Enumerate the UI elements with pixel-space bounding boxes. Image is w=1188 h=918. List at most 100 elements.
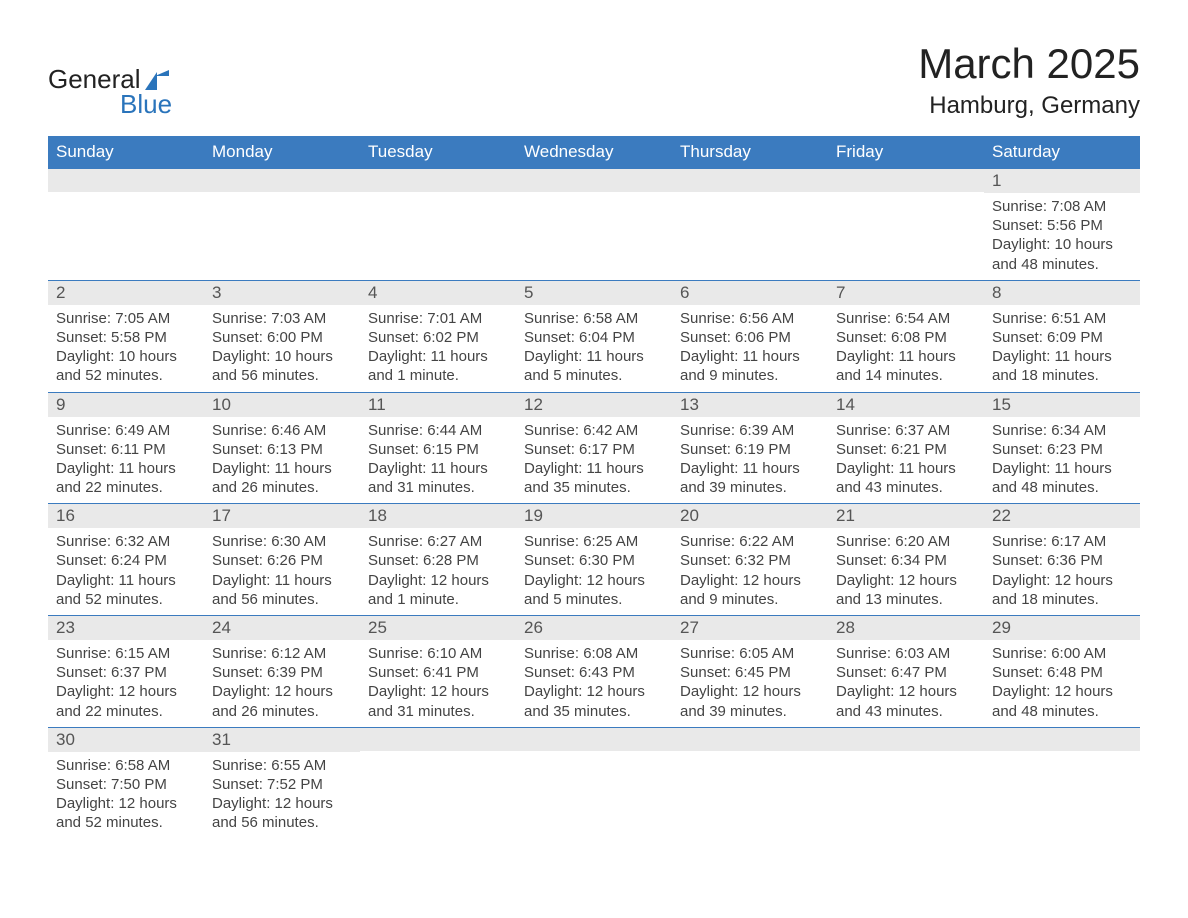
calendar-cell: 1Sunrise: 7:08 AMSunset: 5:56 PMDaylight…	[984, 168, 1140, 280]
day-number: 21	[828, 503, 984, 528]
calendar-cell: 8Sunrise: 6:51 AMSunset: 6:09 PMDaylight…	[984, 280, 1140, 392]
day-body: Sunrise: 6:05 AMSunset: 6:45 PMDaylight:…	[672, 640, 828, 727]
day-number: 22	[984, 503, 1140, 528]
day-body: Sunrise: 6:17 AMSunset: 6:36 PMDaylight:…	[984, 528, 1140, 615]
daylight-text: Daylight: 11 hours and 5 minutes.	[524, 347, 664, 385]
header: General Blue March 2025 Hamburg, Germany	[48, 40, 1140, 120]
calendar-cell: 30Sunrise: 6:58 AMSunset: 7:50 PMDayligh…	[48, 727, 204, 839]
daylight-text: Daylight: 11 hours and 18 minutes.	[992, 347, 1132, 385]
day-body: Sunrise: 7:03 AMSunset: 6:00 PMDaylight:…	[204, 305, 360, 392]
sunset-text: Sunset: 6:47 PM	[836, 663, 976, 682]
empty-daynum	[360, 168, 516, 192]
sunset-text: Sunset: 6:37 PM	[56, 663, 196, 682]
sunset-text: Sunset: 6:08 PM	[836, 328, 976, 347]
sunset-text: Sunset: 6:17 PM	[524, 440, 664, 459]
calendar-cell: 26Sunrise: 6:08 AMSunset: 6:43 PMDayligh…	[516, 615, 672, 727]
daylight-text: Daylight: 11 hours and 22 minutes.	[56, 459, 196, 497]
day-body: Sunrise: 6:42 AMSunset: 6:17 PMDaylight:…	[516, 417, 672, 504]
sunrise-text: Sunrise: 6:34 AM	[992, 421, 1132, 440]
empty-daybody	[828, 751, 984, 791]
empty-daynum	[984, 727, 1140, 751]
day-number: 20	[672, 503, 828, 528]
day-body: Sunrise: 6:00 AMSunset: 6:48 PMDaylight:…	[984, 640, 1140, 727]
sunrise-text: Sunrise: 6:54 AM	[836, 309, 976, 328]
day-number: 1	[984, 168, 1140, 193]
sunrise-text: Sunrise: 7:03 AM	[212, 309, 352, 328]
day-body: Sunrise: 6:37 AMSunset: 6:21 PMDaylight:…	[828, 417, 984, 504]
calendar-cell	[360, 727, 516, 839]
sunrise-text: Sunrise: 6:17 AM	[992, 532, 1132, 551]
sunset-text: Sunset: 6:26 PM	[212, 551, 352, 570]
calendar-cell: 20 Sunrise: 6:22 AMSunset: 6:32 PMDayligh…	[672, 503, 828, 615]
calendar-cell	[516, 727, 672, 839]
daylight-text: Daylight: 12 hours and 9 minutes.	[680, 571, 820, 609]
day-body: Sunrise: 6:44 AMSunset: 6:15 PMDaylight:…	[360, 417, 516, 504]
title-block: March 2025 Hamburg, Germany	[918, 40, 1140, 120]
sunset-text: Sunset: 6:06 PM	[680, 328, 820, 347]
day-body: Sunrise: 6:08 AMSunset: 6:43 PMDaylight:…	[516, 640, 672, 727]
sunset-text: Sunset: 6:32 PM	[680, 551, 820, 570]
calendar-cell: 24Sunrise: 6:12 AMSunset: 6:39 PMDayligh…	[204, 615, 360, 727]
sunrise-text: Sunrise: 6:00 AM	[992, 644, 1132, 663]
empty-daybody	[516, 751, 672, 791]
sunrise-text: Sunrise: 6:56 AM	[680, 309, 820, 328]
calendar-cell: 28Sunrise: 6:03 AMSunset: 6:47 PMDayligh…	[828, 615, 984, 727]
calendar-cell: 4Sunrise: 7:01 AMSunset: 6:02 PMDaylight…	[360, 280, 516, 392]
sunrise-text: Sunrise: 6:42 AM	[524, 421, 664, 440]
calendar-cell: 11Sunrise: 6:44 AMSunset: 6:15 PMDayligh…	[360, 392, 516, 504]
sunrise-text: Sunrise: 6:03 AM	[836, 644, 976, 663]
sunrise-text: Sunrise: 6:55 AM	[212, 756, 352, 775]
day-body: Sunrise: 6:03 AMSunset: 6:47 PMDaylight:…	[828, 640, 984, 727]
sunrise-text: Sunrise: 6:27 AM	[368, 532, 508, 551]
day-number: 28	[828, 615, 984, 640]
empty-daynum	[672, 727, 828, 751]
empty-daybody	[672, 751, 828, 791]
empty-daynum	[48, 168, 204, 192]
logo: General Blue	[48, 40, 172, 120]
day-body: Sunrise: 6:58 AMSunset: 7:50 PMDaylight:…	[48, 752, 204, 839]
daylight-text: Daylight: 10 hours and 56 minutes.	[212, 347, 352, 385]
empty-daybody	[360, 751, 516, 791]
calendar-cell: 5Sunrise: 6:58 AMSunset: 6:04 PMDaylight…	[516, 280, 672, 392]
daylight-text: Daylight: 12 hours and 35 minutes.	[524, 682, 664, 720]
daylight-text: Daylight: 11 hours and 52 minutes.	[56, 571, 196, 609]
sunrise-text: Sunrise: 6:51 AM	[992, 309, 1132, 328]
sunset-text: Sunset: 6:45 PM	[680, 663, 820, 682]
calendar-cell	[672, 168, 828, 280]
day-number: 31	[204, 727, 360, 752]
sunset-text: Sunset: 6:02 PM	[368, 328, 508, 347]
day-body: Sunrise: 6:15 AMSunset: 6:37 PMDaylight:…	[48, 640, 204, 727]
calendar-cell	[204, 168, 360, 280]
sunrise-text: Sunrise: 6:22 AM	[680, 532, 820, 551]
logo-triangle-icon	[145, 72, 157, 90]
daylight-text: Daylight: 12 hours and 43 minutes.	[836, 682, 976, 720]
sunrise-text: Sunrise: 7:01 AM	[368, 309, 508, 328]
empty-daybody	[204, 192, 360, 232]
calendar-cell: 27Sunrise: 6:05 AMSunset: 6:45 PMDayligh…	[672, 615, 828, 727]
empty-daybody	[48, 192, 204, 232]
daylight-text: Daylight: 11 hours and 39 minutes.	[680, 459, 820, 497]
day-body: Sunrise: 6:30 AMSunset: 6:26 PMDaylight:…	[204, 528, 360, 615]
daylight-text: Daylight: 12 hours and 39 minutes.	[680, 682, 820, 720]
page-title: March 2025	[918, 40, 1140, 88]
sunset-text: Sunset: 6:24 PM	[56, 551, 196, 570]
sunset-text: Sunset: 6:43 PM	[524, 663, 664, 682]
sunrise-text: Sunrise: 6:58 AM	[56, 756, 196, 775]
dayhead-friday: Friday	[828, 136, 984, 168]
day-number: 11	[360, 392, 516, 417]
daylight-text: Daylight: 12 hours and 1 minute.	[368, 571, 508, 609]
empty-daybody	[360, 192, 516, 232]
dayhead-monday: Monday	[204, 136, 360, 168]
day-number: 18	[360, 503, 516, 528]
page-subtitle: Hamburg, Germany	[918, 92, 1140, 120]
daylight-text: Daylight: 11 hours and 1 minute.	[368, 347, 508, 385]
calendar-cell: 16Sunrise: 6:32 AMSunset: 6:24 PMDayligh…	[48, 503, 204, 615]
day-number: 13	[672, 392, 828, 417]
calendar-cell: 3Sunrise: 7:03 AMSunset: 6:00 PMDaylight…	[204, 280, 360, 392]
dayhead-saturday: Saturday	[984, 136, 1140, 168]
empty-daynum	[516, 168, 672, 192]
sunrise-text: Sunrise: 6:08 AM	[524, 644, 664, 663]
daylight-text: Daylight: 11 hours and 56 minutes.	[212, 571, 352, 609]
day-body: Sunrise: 6:54 AMSunset: 6:08 PMDaylight:…	[828, 305, 984, 392]
day-body: Sunrise: 6:10 AMSunset: 6:41 PMDaylight:…	[360, 640, 516, 727]
